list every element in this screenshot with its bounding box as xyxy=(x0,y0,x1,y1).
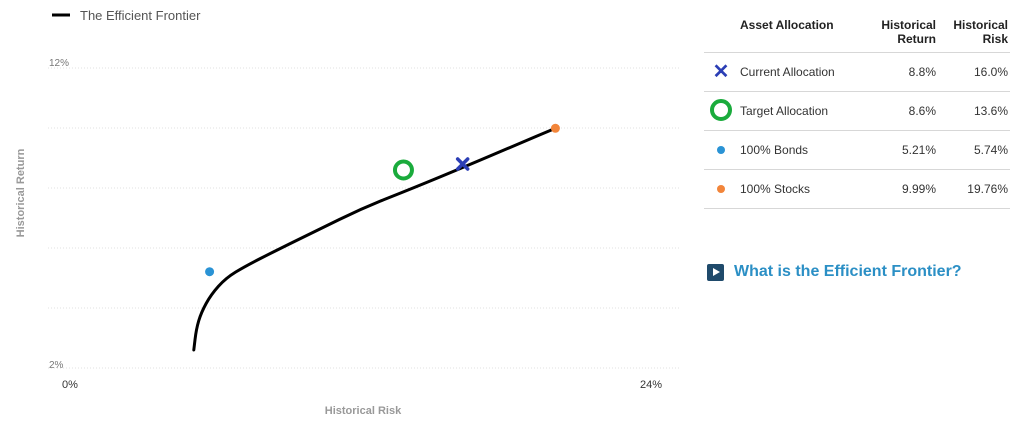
table-row-target-allocation: Target Allocation 8.6% 13.6% xyxy=(704,91,1010,131)
row-return: 9.99% xyxy=(866,169,938,209)
row-risk: 13.6% xyxy=(938,91,1010,131)
100-bonds-point xyxy=(205,267,215,277)
x-axis-title: Historical Risk xyxy=(325,405,402,417)
y-tick-label-bottom: 2% xyxy=(49,360,64,371)
efficient-frontier-help-link[interactable]: What is the Efficient Frontier? xyxy=(707,263,962,281)
target-allocation-point xyxy=(392,159,414,181)
y-tick-label-top: 12% xyxy=(49,58,69,69)
help-link-label: What is the Efficient Frontier? xyxy=(734,263,962,280)
header-asset-allocation: Asset Allocation xyxy=(740,18,834,32)
row-risk: 5.74% xyxy=(938,130,1010,170)
row-risk: 19.76% xyxy=(938,169,1010,209)
efficient-frontier-line xyxy=(192,126,557,352)
efficient-frontier-chart: The Efficient Frontier 12% 2% 0% 24% His… xyxy=(15,8,680,417)
current-allocation-point xyxy=(455,157,470,171)
table-header-row: Asset Allocation Historical Return Histo… xyxy=(704,14,1010,53)
series-layer xyxy=(192,126,557,352)
row-return: 8.8% xyxy=(866,52,938,92)
table-row-current-allocation: ✕ Current Allocation 8.8% 16.0% xyxy=(704,52,1010,92)
row-label: Target Allocation xyxy=(738,91,866,131)
play-icon xyxy=(707,263,724,281)
points-layer xyxy=(205,123,560,277)
row-return: 5.21% xyxy=(866,130,938,170)
row-label: 100% Bonds xyxy=(738,130,866,170)
orange-dot-marker-icon xyxy=(717,185,725,193)
header-marker-cell xyxy=(704,14,738,53)
table-row-100-stocks: 100% Stocks 9.99% 19.76% xyxy=(704,169,1010,209)
row-label: 100% Stocks xyxy=(738,169,866,209)
x-marker-icon: ✕ xyxy=(712,61,730,83)
row-return: 8.6% xyxy=(866,91,938,131)
y-axis-title: Historical Return xyxy=(15,148,27,237)
header-historical-risk: Historical Risk xyxy=(953,18,1008,46)
allocation-table: Asset Allocation Historical Return Histo… xyxy=(704,14,1010,209)
gridlines xyxy=(48,67,680,369)
blue-dot-marker-icon xyxy=(717,146,725,154)
x-tick-label-left: 0% xyxy=(62,379,78,391)
100-stocks-point xyxy=(550,123,560,133)
ring-marker-icon xyxy=(710,98,732,121)
legend-label: The Efficient Frontier xyxy=(80,8,201,23)
header-historical-return: Historical Return xyxy=(881,18,936,46)
x-tick-label-right: 24% xyxy=(640,379,662,391)
table-row-100-bonds: 100% Bonds 5.21% 5.74% xyxy=(704,130,1010,170)
row-risk: 16.0% xyxy=(938,52,1010,92)
row-label: Current Allocation xyxy=(738,52,866,92)
